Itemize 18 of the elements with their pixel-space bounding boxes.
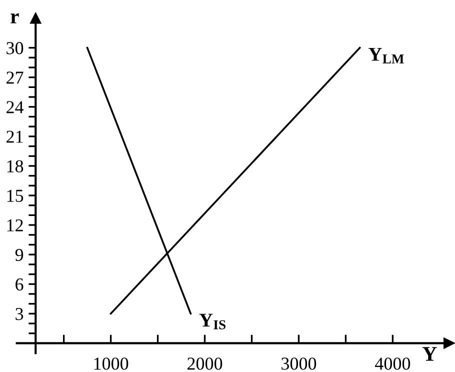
y-tick-label: 21 xyxy=(6,130,23,143)
y-tick-label: 15 xyxy=(7,190,24,202)
y-tick-label: 6 xyxy=(16,278,24,291)
y-tick-label: 9 xyxy=(15,248,24,261)
x-tick-label: 3000 xyxy=(282,358,316,370)
y-axis-title: r xyxy=(10,13,19,24)
y-tick-label: 18 xyxy=(7,160,24,172)
x-tick-label: 4000 xyxy=(375,358,410,370)
y-tick-label: 27 xyxy=(6,72,24,84)
annotation: Y$_{IS}$ xyxy=(199,314,226,330)
x-tick-label: 1000 xyxy=(94,358,128,370)
y-tick-label: 12 xyxy=(7,219,23,232)
x-tick-label: 2000 xyxy=(188,358,222,370)
y-tick-label: 3 xyxy=(16,308,24,320)
annotation: Y$_{LM}$ xyxy=(368,48,404,64)
x-axis-title: Y xyxy=(422,347,437,361)
y-tick-label: 24 xyxy=(6,101,24,114)
y-tick-label: 30 xyxy=(6,42,24,54)
